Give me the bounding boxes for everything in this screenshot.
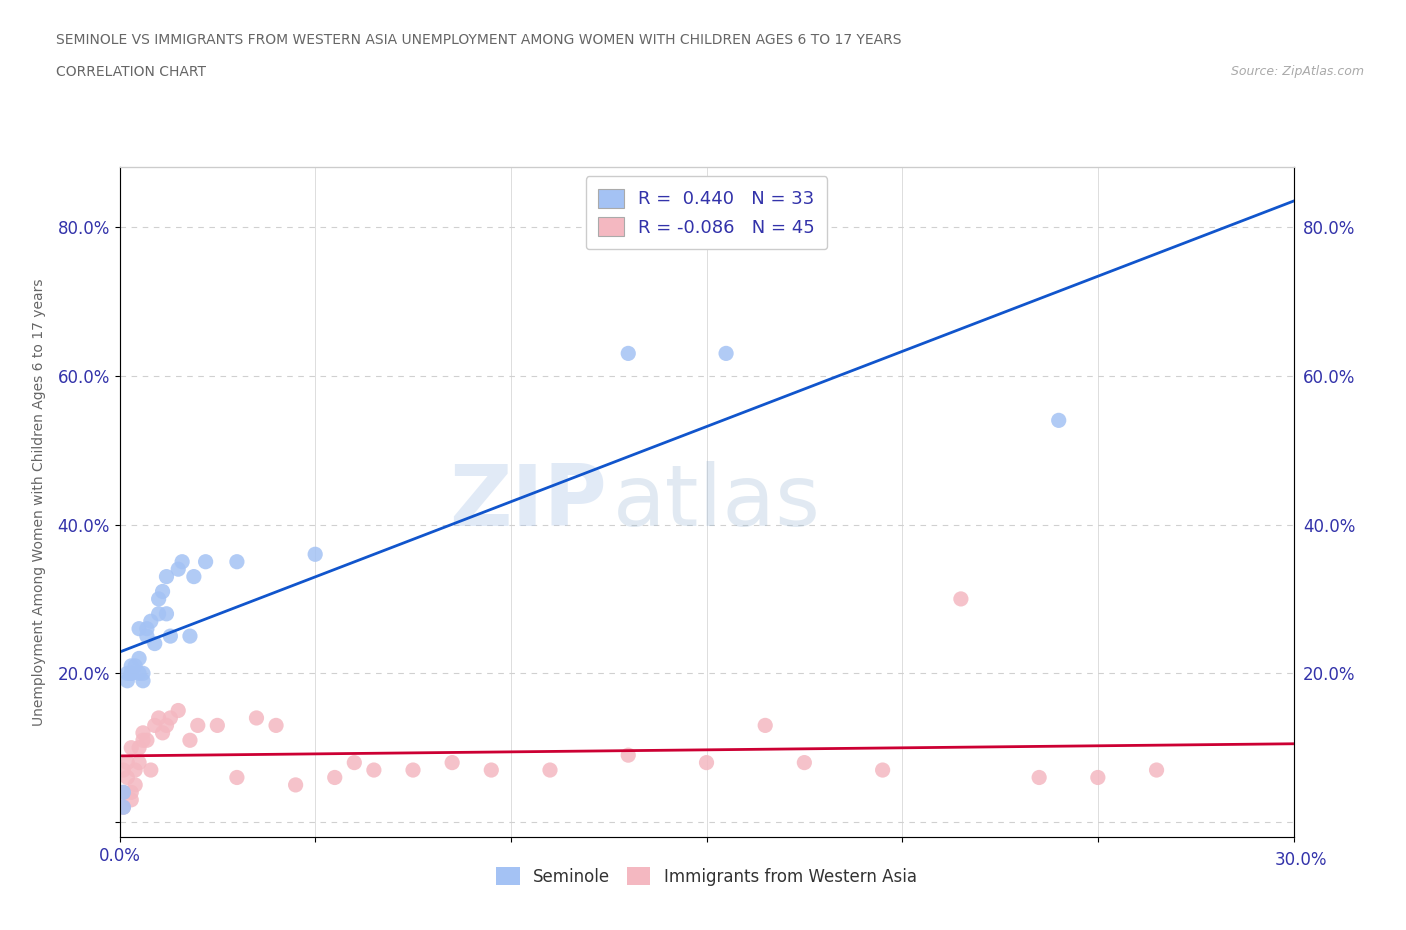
Point [179,629,201,644]
Text: CORRELATION CHART: CORRELATION CHART [56,65,207,79]
Point [284,777,307,792]
Point [1087,770,1109,785]
Point [139,763,162,777]
Point [1047,413,1070,428]
Point [872,763,894,777]
Point [949,591,972,606]
Text: atlas: atlas [613,460,821,544]
Point [112,785,135,800]
Point [135,629,157,644]
Point [323,770,346,785]
Point [225,770,249,785]
Point [264,718,287,733]
Point [124,763,146,777]
Text: ZIP: ZIP [449,460,607,544]
Point [245,711,267,725]
Point [155,718,177,733]
Point [155,606,177,621]
Point [128,666,150,681]
Point [117,673,139,688]
Point [155,569,177,584]
Point [479,763,502,777]
Point [172,554,194,569]
Point [167,703,190,718]
Point [152,725,174,740]
Point [112,763,135,777]
Point [120,740,142,755]
Point [117,755,139,770]
Point [135,621,157,636]
Point [207,718,229,733]
Point [167,562,190,577]
Point [183,569,205,584]
Point [225,554,249,569]
Point [120,658,142,673]
Point [696,755,718,770]
Point [343,755,366,770]
Point [120,785,142,800]
Point [112,785,135,800]
Point [132,733,155,748]
Point [139,614,162,629]
Point [402,763,425,777]
Point [117,770,139,785]
Point [159,711,181,725]
Text: Source: ZipAtlas.com: Source: ZipAtlas.com [1230,65,1364,78]
Point [754,718,776,733]
Point [363,763,385,777]
Point [132,673,155,688]
Point [117,666,139,681]
Point [148,711,170,725]
Point [132,666,155,681]
Text: 30.0%: 30.0% [1274,851,1327,869]
Point [124,777,146,792]
Point [179,733,201,748]
Point [538,763,561,777]
Point [135,733,157,748]
Point [120,666,142,681]
Point [617,346,640,361]
Point [120,792,142,807]
Point [128,621,150,636]
Legend: Seminole, Immigrants from Western Asia: Seminole, Immigrants from Western Asia [486,857,927,896]
Point [194,554,217,569]
Point [441,755,464,770]
Point [128,651,150,666]
Point [187,718,209,733]
Point [714,346,737,361]
Point [1028,770,1050,785]
Point [152,584,174,599]
Point [143,718,166,733]
Point [159,629,181,644]
Point [112,800,135,815]
Point [1146,763,1168,777]
Text: SEMINOLE VS IMMIGRANTS FROM WESTERN ASIA UNEMPLOYMENT AMONG WOMEN WITH CHILDREN : SEMINOLE VS IMMIGRANTS FROM WESTERN ASIA… [56,33,901,46]
Point [128,755,150,770]
Point [617,748,640,763]
Point [112,800,135,815]
Point [124,658,146,673]
Point [793,755,815,770]
Point [120,666,142,681]
Point [148,606,170,621]
Point [128,740,150,755]
Point [143,636,166,651]
Point [132,725,155,740]
Point [148,591,170,606]
Y-axis label: Unemployment Among Women with Children Ages 6 to 17 years: Unemployment Among Women with Children A… [32,278,46,726]
Point [304,547,326,562]
